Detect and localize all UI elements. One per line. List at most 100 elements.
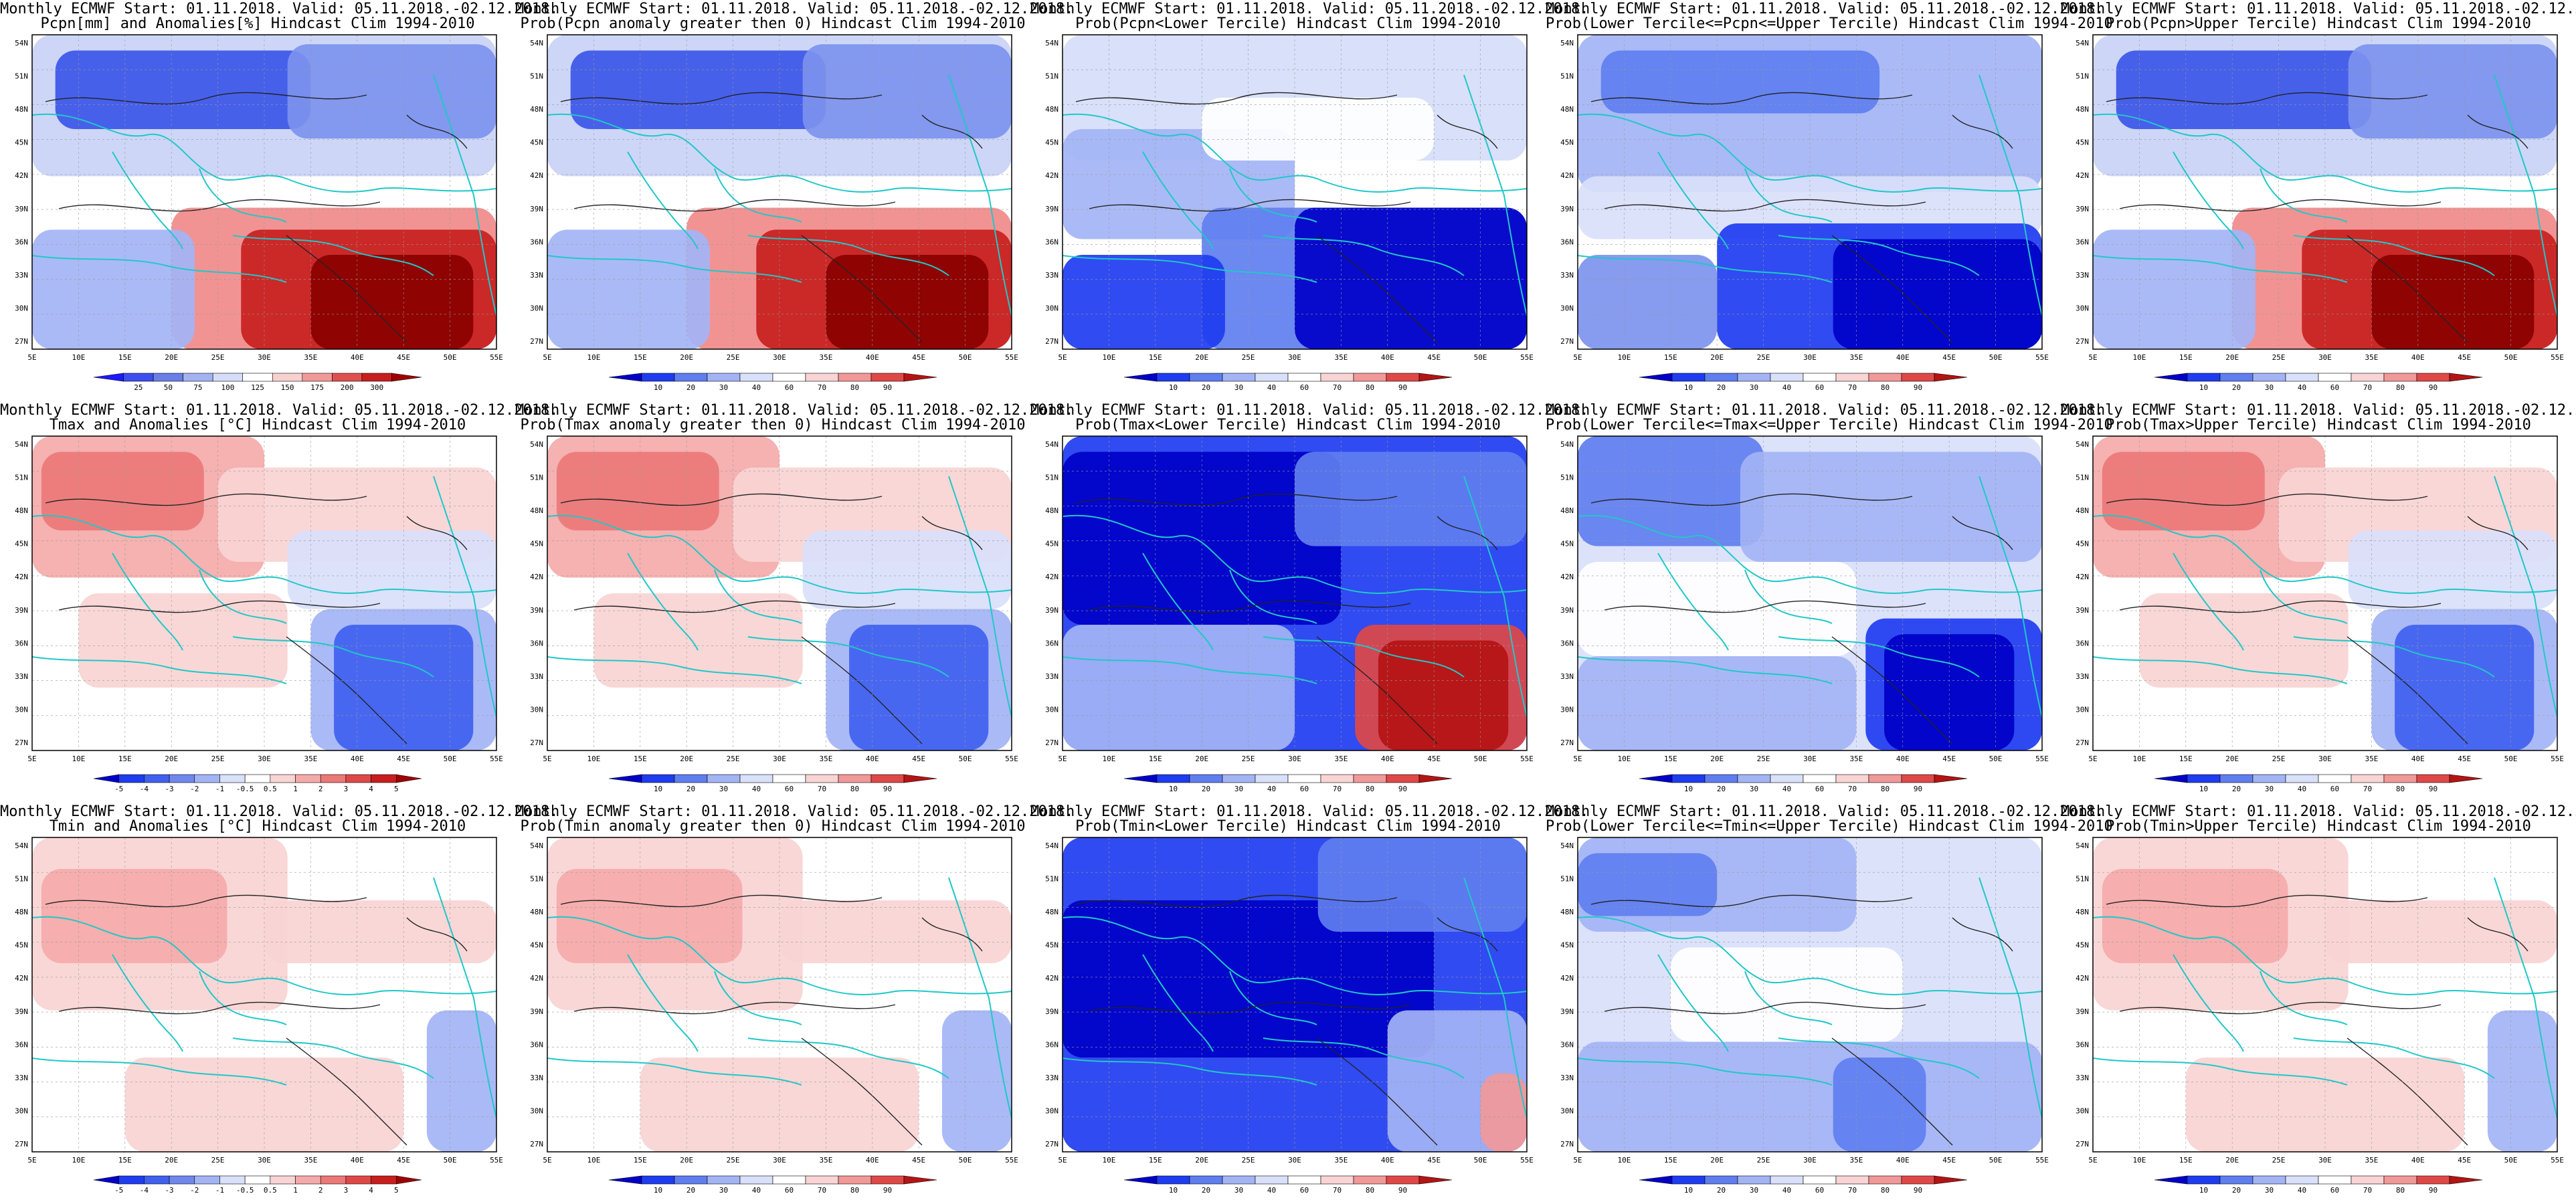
longitude-label: 15E xyxy=(2179,353,2193,362)
latitude-label: 54N xyxy=(1045,841,1059,850)
colorbar-segment xyxy=(371,774,397,783)
longitude-label: 5E xyxy=(1573,1156,1582,1165)
colorbar-label: 70 xyxy=(1333,383,1342,392)
colorbar-segment xyxy=(2318,373,2352,382)
longitude-label: 30E xyxy=(2318,353,2332,362)
colorbar-segment xyxy=(1704,1175,1738,1185)
latitude-label: 30N xyxy=(15,1106,28,1115)
colorbar-segment xyxy=(1671,774,1706,783)
map-panel: Monthly ECMWF Start: 01.11.2018. Valid: … xyxy=(2061,803,2576,1204)
latitude-label: 33N xyxy=(2076,271,2089,280)
colorbar-segment xyxy=(1287,774,1321,783)
longitude-label: 10E xyxy=(72,1156,85,1165)
longitude-label: 25E xyxy=(1757,1156,1770,1165)
coastline xyxy=(1578,1058,1833,1086)
map-panel: Monthly ECMWF Start: 01.11.2018. Valid: … xyxy=(1030,0,1588,401)
colorbar-label: 20 xyxy=(1717,383,1726,392)
latitude-label: 54N xyxy=(2076,841,2089,850)
map-field xyxy=(1578,35,2042,349)
longitude-label: 5E xyxy=(27,1156,36,1165)
longitude-label: 10E xyxy=(1102,755,1115,763)
latitude-label: 51N xyxy=(1045,474,1059,482)
colorbar-label: 70 xyxy=(2363,785,2372,793)
colorbar-label: 3 xyxy=(344,1186,349,1195)
contour-line xyxy=(1831,636,1953,744)
colorbar-segment xyxy=(2449,774,2483,783)
colorbar-segment xyxy=(903,774,937,783)
forecast-map: 54N 51N 48N 45N 42N 39N 36N 33N 30N 27N 5E 10E 15E 20… xyxy=(2076,34,2564,392)
colorbar-segment xyxy=(270,1175,296,1185)
shaded-region xyxy=(2371,255,2535,349)
colorbar-label: 20 xyxy=(686,383,695,392)
latitude-label: 54N xyxy=(530,841,543,850)
colorbar-segment xyxy=(212,373,244,382)
colorbar-segment xyxy=(332,373,363,382)
map-frame xyxy=(1062,34,1528,350)
colorbar-label: 150 xyxy=(281,383,294,392)
map-frame xyxy=(1577,34,2043,350)
contour-line xyxy=(801,636,923,744)
longitude-label: 30E xyxy=(2318,1156,2332,1165)
longitude-label: 20E xyxy=(1195,353,1208,362)
panel-title-line-1: Monthly ECMWF Start: 01.11.2018. Valid: … xyxy=(1546,1,2104,17)
latitude-label: 54N xyxy=(1045,39,1059,47)
longitude-label: 45E xyxy=(912,1156,925,1165)
contour-line xyxy=(1316,636,1438,744)
shaded-region xyxy=(802,530,1012,609)
latitude-label: 42N xyxy=(530,974,543,983)
latitude-label: 54N xyxy=(15,440,28,449)
contour-line xyxy=(560,894,883,908)
longitude-label: 25E xyxy=(2272,1156,2286,1165)
colorbar-segment xyxy=(2154,1175,2188,1185)
coastline xyxy=(1063,656,1317,684)
shaded-region xyxy=(1295,207,1527,349)
coastline xyxy=(32,916,496,995)
latitude-label: 27N xyxy=(2076,1140,2089,1148)
map-frame xyxy=(31,435,497,751)
longitude-label: 45E xyxy=(912,755,925,763)
map-frame xyxy=(2092,34,2558,350)
coastline xyxy=(2093,656,2348,684)
shaded-region xyxy=(41,452,204,530)
panel-title-line-2: Prob(Lower Tercile<=Tmin<=Upper Tercile)… xyxy=(1546,818,2113,835)
shaded-region xyxy=(2348,530,2557,609)
longitude-label: 50E xyxy=(1474,353,1487,362)
colorbar-label: 70 xyxy=(818,1186,826,1195)
coastline xyxy=(1263,1037,1465,1079)
colorbar-segment xyxy=(772,1175,806,1185)
latitude-label: 45N xyxy=(530,941,543,950)
colorbar-segment xyxy=(1320,373,1354,382)
colorbar-label: 80 xyxy=(850,1186,859,1195)
coastline xyxy=(1263,636,1465,678)
longitude-label: 40E xyxy=(1381,1156,1394,1165)
colorbar-label: 75 xyxy=(193,383,202,392)
colorbar-label: 60 xyxy=(2330,785,2339,793)
panel-title-line-1: Monthly ECMWF Start: 01.11.2018. Valid: … xyxy=(515,1,1074,17)
latitude-label: 27N xyxy=(15,337,28,346)
contour-line xyxy=(1089,1001,1411,1015)
panel-title-line-1: Monthly ECMWF Start: 01.11.2018. Valid: … xyxy=(1546,402,2104,419)
latitude-label: 45N xyxy=(1045,138,1059,147)
colorbar-segment xyxy=(371,1175,397,1185)
contour-line xyxy=(2347,1037,2468,1146)
panel-title-line-1: Monthly ECMWF Start: 01.11.2018. Valid: … xyxy=(2061,803,2576,820)
longitude-label: 30E xyxy=(773,353,786,362)
latitude-label: 27N xyxy=(15,738,28,747)
contour-line xyxy=(560,493,883,506)
shaded-region xyxy=(1378,640,1509,750)
panel-title-line-2: Prob(Pcpn anomaly greater then 0) Hindca… xyxy=(520,15,1026,32)
colorbar-label: -0.5 xyxy=(236,1186,254,1195)
colorbar-label: 30 xyxy=(2265,383,2274,392)
longitude-label: 15E xyxy=(2179,1156,2193,1165)
map-panel: Monthly ECMWF Start: 01.11.2018. Valid: … xyxy=(1030,803,1588,1204)
coastline xyxy=(2093,255,2348,283)
coastline xyxy=(2093,514,2557,594)
latitude-label: 54N xyxy=(1560,39,1574,47)
longitude-label: 55E xyxy=(1005,353,1018,362)
longitude-label: 40E xyxy=(866,755,879,763)
colorbar-label: 80 xyxy=(1366,1186,1374,1195)
colorbar-label: -2 xyxy=(190,785,199,793)
colorbar-segment xyxy=(1803,1175,1837,1185)
colorbar-segment xyxy=(1156,1175,1190,1185)
latitude-label: 51N xyxy=(1560,875,1574,884)
